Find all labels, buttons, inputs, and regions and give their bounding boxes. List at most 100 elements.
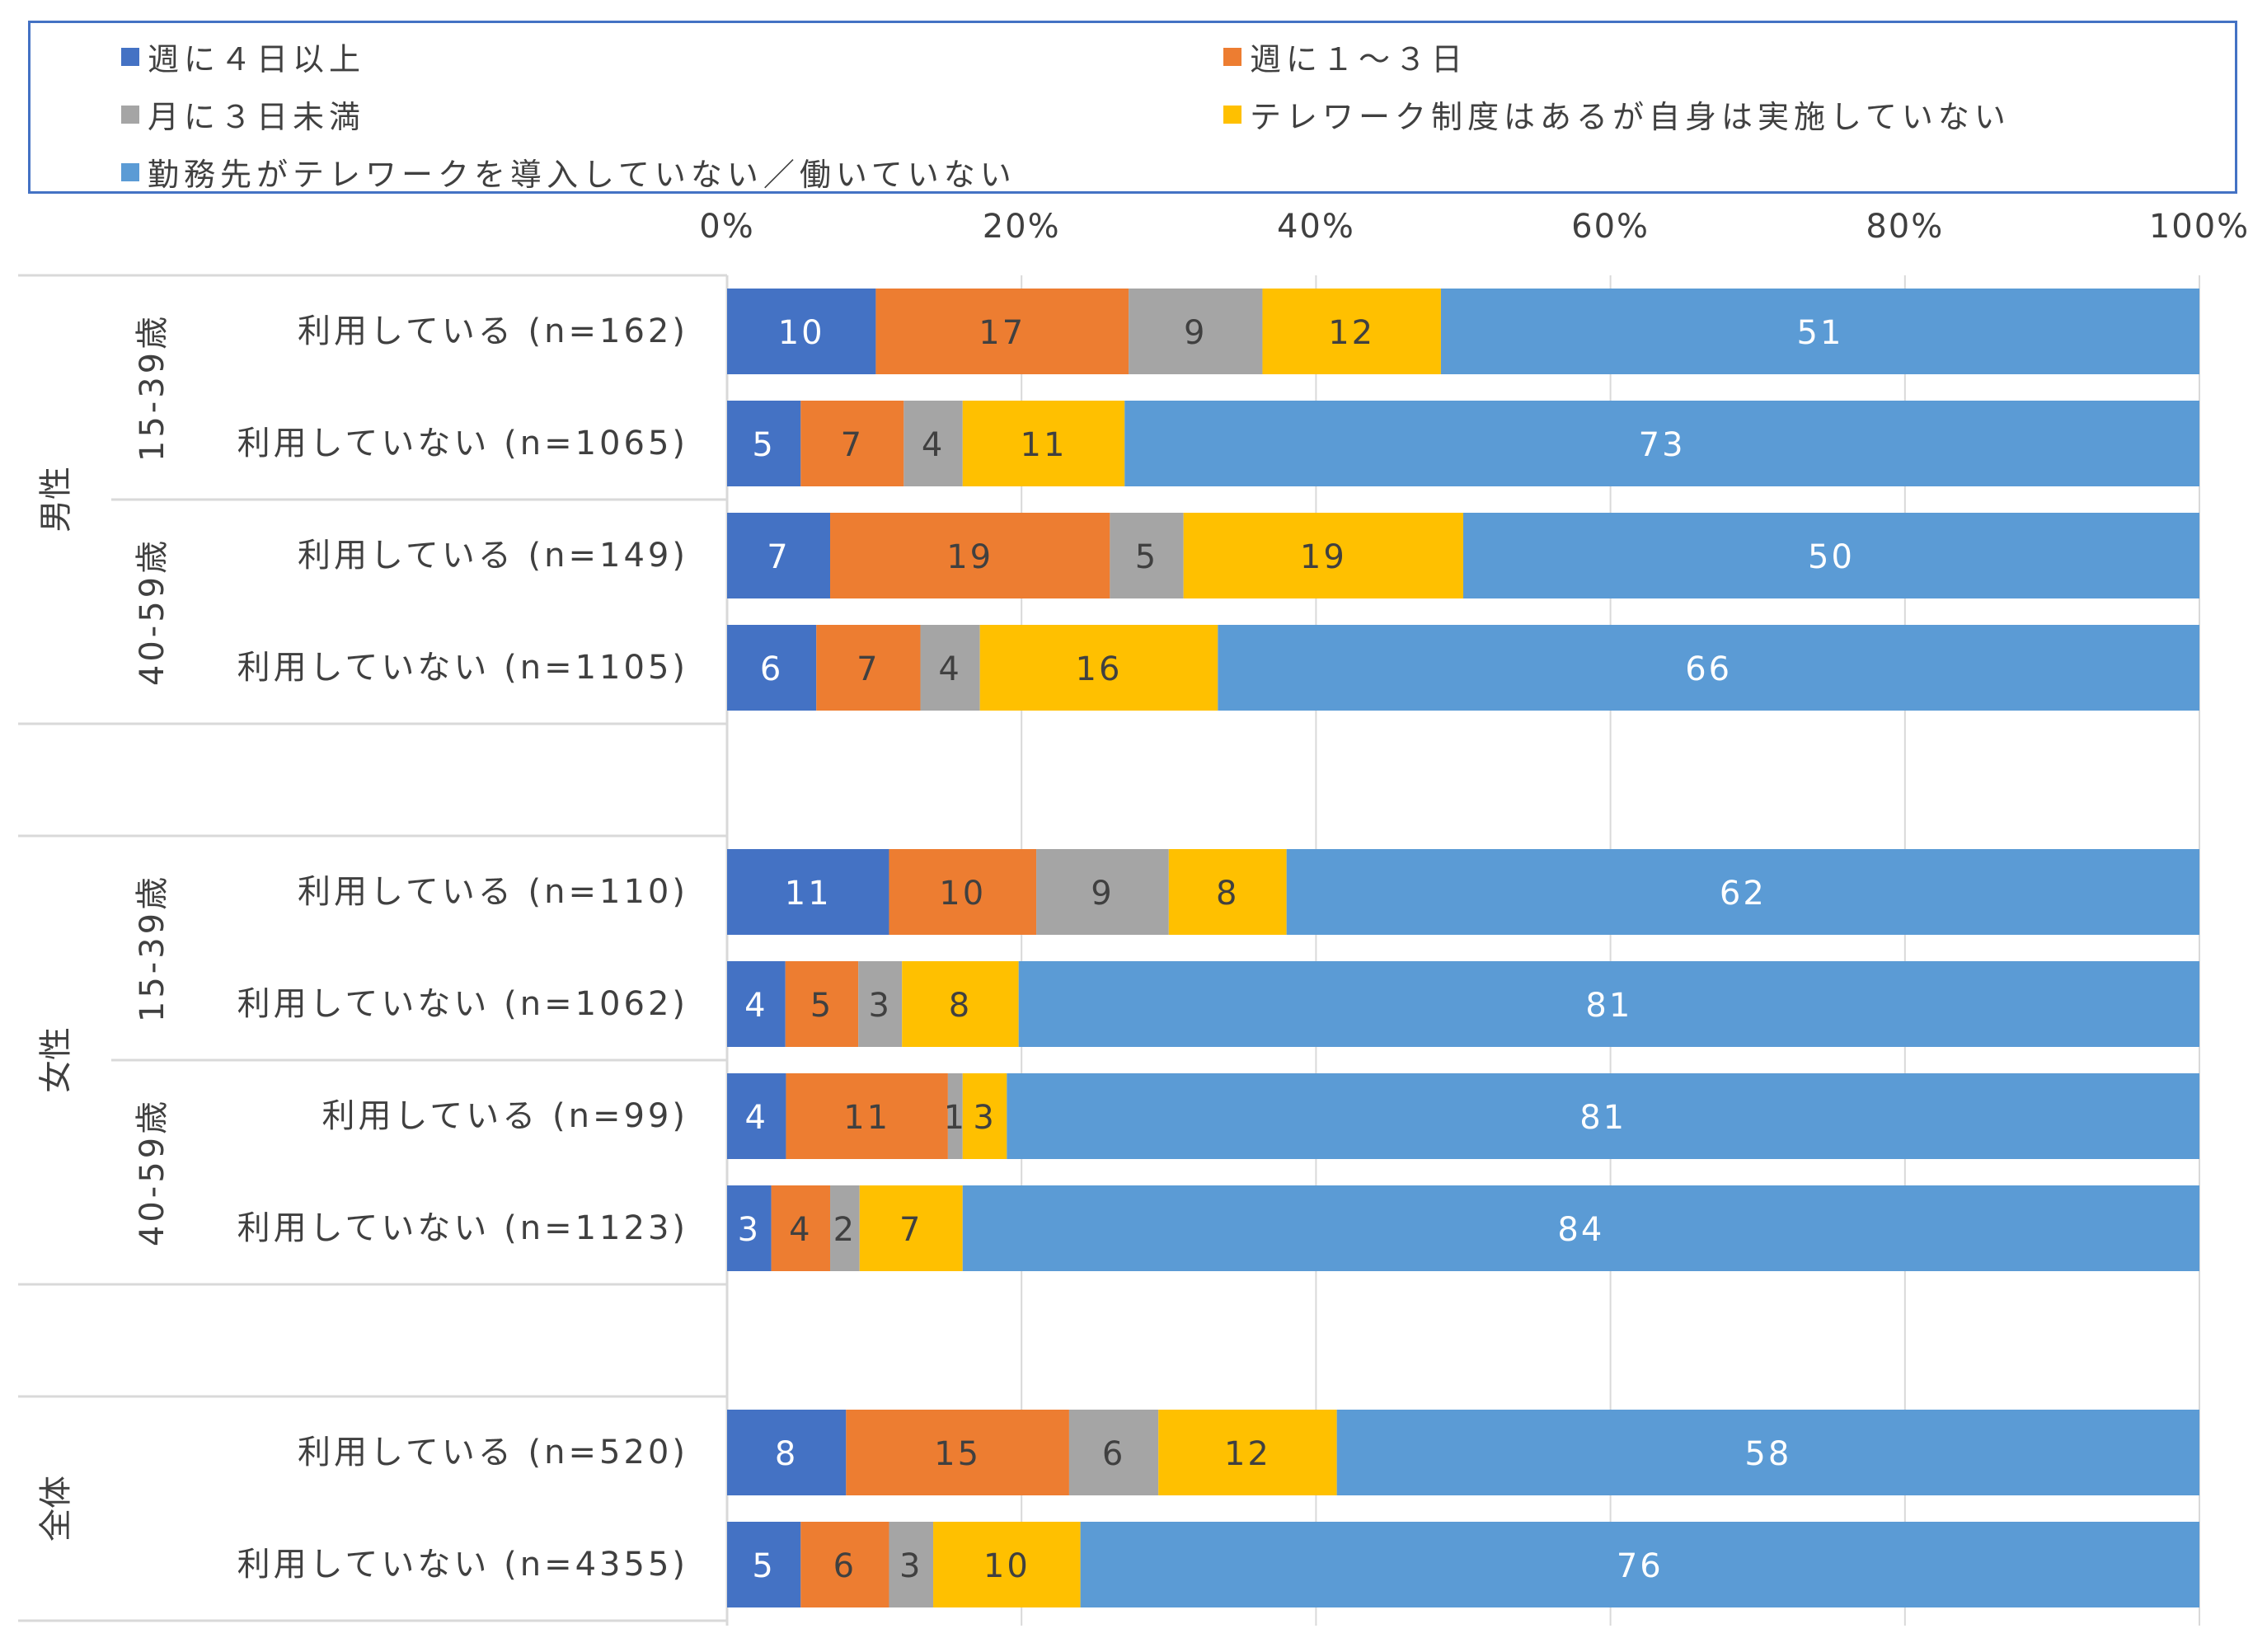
bar-data-label: 19 (946, 538, 993, 576)
category-label: 利用している (n=99) (322, 1097, 689, 1135)
category-label: 利用している (n=110) (298, 873, 688, 911)
bar-data-label: 11 (843, 1099, 890, 1137)
bar-data-label: 11 (1021, 426, 1068, 464)
x-tick-label: 40% (1277, 208, 1355, 246)
legend-label-series-3: 月に３日未満 (148, 99, 366, 135)
legend-label-series-1: 週に４日以上 (148, 41, 366, 77)
bar-data-label: 5 (810, 987, 833, 1025)
bar-data-label: 81 (1585, 987, 1632, 1025)
bar-segment (1168, 849, 1287, 935)
bar-data-label: 5 (1135, 538, 1158, 576)
category-label: 利用していない (n=1065) (237, 425, 688, 462)
bar-segment (962, 401, 1125, 486)
subgroup-label: 40-59歳 (134, 1098, 171, 1246)
bar-segment (947, 1073, 963, 1159)
subgroup-label: 15-39歳 (134, 313, 171, 462)
bar-segment (902, 961, 1019, 1047)
bar-data-label: 19 (1300, 538, 1347, 576)
bar-data-label: 50 (1808, 538, 1855, 576)
legend-label-series-2: 週に１～３日 (1250, 41, 1468, 77)
x-tick-label: 100% (2149, 208, 2250, 246)
bar-data-label: 81 (1579, 1099, 1626, 1137)
bar-data-label: 9 (1184, 314, 1207, 352)
bar-data-label: 15 (934, 1435, 981, 1473)
bar-data-label: 12 (1224, 1435, 1271, 1473)
category-label: 利用していない (n=1062) (237, 985, 688, 1023)
bar-data-label: 3 (899, 1547, 922, 1585)
bar-data-label: 5 (752, 1547, 775, 1585)
bar-segment (846, 1410, 1069, 1495)
bar-segment (1336, 1410, 2199, 1495)
bar-data-label: 4 (744, 987, 767, 1025)
bar-segment (1110, 513, 1184, 598)
bar-segment (1463, 513, 2199, 598)
bar-segment (920, 625, 980, 711)
bar-segment (933, 1522, 1081, 1607)
category-label: 利用していない (n=4355) (237, 1546, 688, 1584)
legend-swatch-series-3 (121, 105, 139, 124)
bar-segment (859, 1185, 963, 1271)
bar-data-label: 2 (833, 1211, 857, 1249)
bar-data-label: 4 (922, 426, 945, 464)
bar-segment (786, 1073, 948, 1159)
bar-segment (875, 289, 1129, 374)
bar-segment (800, 401, 904, 486)
bar-segment (727, 625, 817, 711)
bar-segment (1018, 961, 2199, 1047)
bar-segment (1183, 513, 1463, 598)
bar-segment (727, 1185, 772, 1271)
bar-segment (1080, 1522, 2199, 1607)
bar-segment (727, 401, 801, 486)
bar-data-label: 66 (1685, 650, 1732, 688)
bar-data-label: 8 (1216, 875, 1239, 913)
bar-data-label: 17 (979, 314, 1026, 352)
bar-segment (1124, 401, 2199, 486)
bar-data-label: 10 (939, 875, 986, 913)
legend-label-series-5: 勤務先がテレワークを導入していない／働いていない (148, 157, 1016, 193)
bar-data-label: 4 (789, 1211, 812, 1249)
bar-segment (816, 625, 921, 711)
bar-data-label: 4 (938, 650, 961, 688)
bar-data-label: 16 (1076, 650, 1123, 688)
bar-data-label: 1 (944, 1099, 967, 1137)
x-tick-label: 0% (699, 208, 754, 246)
group-label: 男性 (37, 467, 75, 533)
category-label: 利用していない (n=1105) (237, 649, 688, 687)
bar-segment (889, 1522, 934, 1607)
bar-data-label: 7 (767, 538, 790, 576)
legend-item-series-5: 勤務先がテレワークを導入していない／働いていない (121, 149, 1016, 195)
bar-segment (727, 1410, 847, 1495)
bar-segment (785, 961, 859, 1047)
bar-segment (830, 513, 1110, 598)
category-label: 利用していない (n=1123) (237, 1209, 688, 1247)
bar-segment (727, 289, 876, 374)
bar-segment (962, 1073, 1007, 1159)
bar-segment (727, 849, 889, 935)
bar-segment (727, 513, 831, 598)
bar-data-label: 6 (1102, 1435, 1125, 1473)
bar-segment (904, 401, 963, 486)
bar-data-label: 73 (1639, 426, 1686, 464)
bar-data-label: 10 (778, 314, 825, 352)
legend: 週に４日以上 週に１～３日 月に３日未満 テレワーク制度はあるが自身は実施してい… (28, 21, 2237, 194)
legend-label-series-4: テレワーク制度はあるが自身は実施していない (1250, 99, 2011, 135)
bar-segment (727, 961, 786, 1047)
bar-data-label: 4 (744, 1099, 767, 1137)
bar-segment (727, 1073, 786, 1159)
bar-segment (1007, 1073, 2199, 1159)
bar-segment (1286, 849, 2199, 935)
bar-segment (1036, 849, 1169, 935)
bar-data-label: 10 (983, 1547, 1030, 1585)
bar-data-label: 51 (1797, 314, 1844, 352)
legend-swatch-series-4 (1223, 105, 1241, 124)
bar-data-label: 7 (841, 426, 864, 464)
bar-segment (1068, 1410, 1159, 1495)
bar-segment (1440, 289, 2199, 374)
bar-data-label: 7 (899, 1211, 922, 1249)
bar-segment (800, 1522, 889, 1607)
legend-item-series-2: 週に１～３日 (1223, 34, 1467, 79)
bar-data-label: 8 (949, 987, 972, 1025)
bar-segment (962, 1185, 2199, 1271)
subgroup-label: 15-39歳 (134, 874, 171, 1022)
